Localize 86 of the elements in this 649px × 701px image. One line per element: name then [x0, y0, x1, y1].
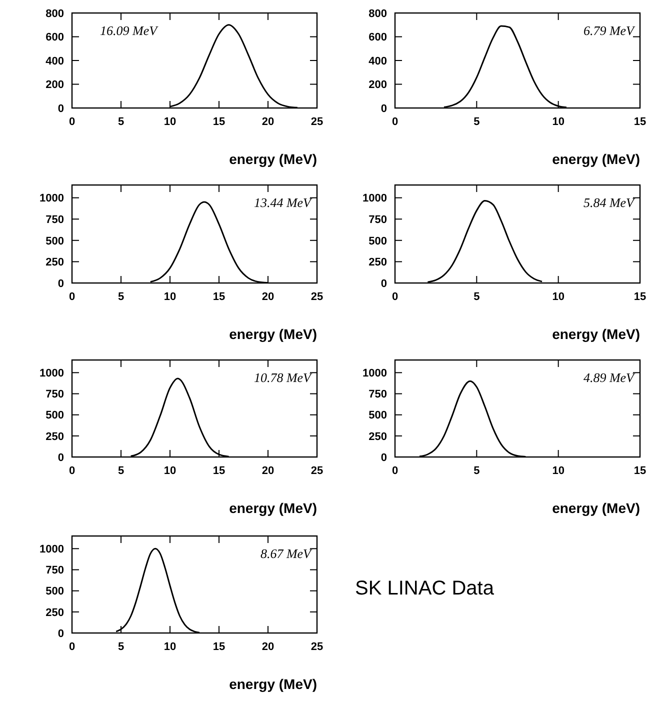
x-axis-title: energy (MeV) — [229, 326, 317, 342]
y-tick-label: 0 — [58, 278, 64, 290]
x-tick-label: 5 — [118, 641, 124, 653]
x-axis-title: energy (MeV) — [552, 500, 640, 516]
x-tick-label: 0 — [68, 465, 76, 477]
x-tick-label: 10 — [164, 116, 176, 128]
y-tick-label: 250 — [46, 256, 64, 269]
y-tick-label: 500 — [46, 410, 64, 422]
y-tick-label: 200 — [368, 79, 387, 92]
y-tick-label: 750 — [46, 214, 64, 226]
y-tick-label: 0 — [380, 452, 387, 464]
y-tick-label: 750 — [368, 388, 387, 401]
y-tick-label: 750 — [368, 214, 387, 226]
annotation: 8.67 MeV — [260, 546, 314, 561]
x-tick-label: 20 — [262, 291, 274, 303]
x-axis-title: energy (MeV) — [552, 326, 640, 342]
x-tick-label: 0 — [392, 465, 398, 477]
y-tick-label: 0 — [58, 102, 64, 115]
x-tick-label: 5 — [118, 465, 124, 477]
x-tick-label: 15 — [634, 465, 646, 477]
y-tick-label: 1000 — [362, 192, 387, 205]
y-tick-label: 400 — [46, 55, 64, 68]
x-tick-label: 5 — [474, 116, 480, 128]
x-tick-label: 15 — [212, 291, 226, 303]
x-axis-title: energy (MeV) — [229, 500, 317, 516]
x-axis-title: energy (MeV) — [229, 151, 317, 167]
x-tick-label: 15 — [634, 116, 646, 128]
y-tick-label: 250 — [368, 256, 387, 269]
x-tick-label: 5 — [118, 116, 124, 128]
x-tick-label: 25 — [310, 291, 324, 303]
annotation: 4.89 MeV — [583, 370, 636, 385]
x-tick-label: 0 — [392, 116, 398, 128]
y-tick-label: 600 — [46, 32, 64, 44]
x-tick-label: 10 — [552, 291, 564, 303]
y-tick-label: 500 — [46, 586, 64, 598]
y-tick-label: 250 — [368, 430, 387, 443]
y-tick-label: 750 — [46, 564, 64, 577]
x-tick-label: 10 — [552, 465, 564, 477]
annotation: 5.84 MeV — [583, 195, 636, 210]
y-tick-label: 0 — [58, 452, 64, 464]
x-tick-label: 15 — [634, 291, 646, 303]
text: SK LINAC Data — [355, 578, 495, 600]
y-tick-label: 0 — [58, 628, 64, 640]
x-tick-label: 15 — [212, 641, 226, 653]
x-tick-label: 20 — [262, 465, 274, 477]
y-tick-label: 0 — [380, 102, 387, 115]
x-tick-label: 25 — [310, 641, 324, 653]
y-tick-label: 500 — [46, 235, 64, 248]
y-tick-label: 500 — [368, 410, 387, 422]
x-tick-label: 0 — [392, 291, 398, 303]
x-tick-label: 20 — [262, 641, 274, 653]
x-tick-label: 25 — [310, 465, 324, 477]
y-tick-label: 0 — [380, 278, 387, 290]
y-tick-label: 500 — [368, 235, 387, 248]
x-tick-label: 10 — [164, 291, 176, 303]
x-tick-label: 5 — [474, 465, 480, 477]
annotation: 6.79 MeV — [583, 23, 636, 38]
x-tick-label: 15 — [212, 465, 226, 477]
y-tick-label: 800 — [46, 8, 64, 20]
x-tick-label: 0 — [68, 641, 76, 653]
y-tick-label: 1000 — [40, 192, 64, 205]
annotation: 16.09 MeV — [100, 23, 160, 38]
x-axis-title: energy (MeV) — [552, 151, 640, 167]
x-tick-label: 5 — [474, 291, 480, 303]
x-tick-label: 0 — [68, 291, 76, 303]
x-tick-label: 10 — [164, 641, 176, 653]
x-tick-label: 0 — [68, 116, 76, 128]
x-tick-label: 5 — [118, 291, 124, 303]
y-tick-label: 1000 — [362, 368, 387, 380]
y-tick-label: 600 — [368, 32, 387, 44]
x-axis-title: energy (MeV) — [229, 676, 317, 692]
y-tick-label: 200 — [46, 79, 64, 92]
x-tick-label: 20 — [262, 116, 274, 128]
y-tick-label: 1000 — [40, 544, 64, 556]
x-tick-label: 10 — [552, 116, 564, 128]
annotation: 13.44 MeV — [254, 195, 314, 210]
x-tick-label: 25 — [310, 116, 324, 128]
annotation: 10.78 MeV — [254, 370, 314, 385]
y-tick-label: 1000 — [40, 368, 64, 380]
x-tick-label: 10 — [164, 465, 176, 477]
y-tick-label: 400 — [368, 55, 387, 68]
y-tick-label: 750 — [46, 388, 64, 401]
x-tick-label: 15 — [212, 116, 226, 128]
y-tick-label: 250 — [46, 430, 64, 443]
y-tick-label: 250 — [46, 606, 64, 619]
y-tick-label: 800 — [368, 8, 387, 20]
